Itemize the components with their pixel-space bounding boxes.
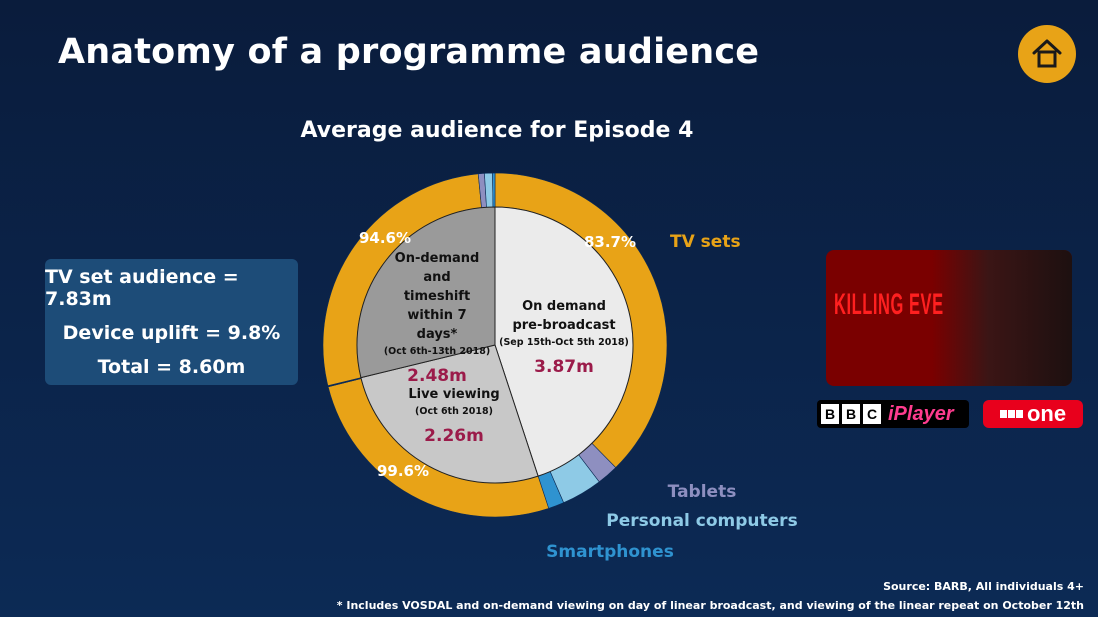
legend-tv-sets: TV sets	[670, 232, 741, 252]
home-button[interactable]	[1018, 25, 1076, 83]
legend-tablets: Tablets	[668, 482, 737, 502]
inner-value-1: 2.26m	[424, 426, 484, 446]
tv-percentage-label-2: 94.6%	[359, 229, 411, 247]
promo-artwork	[932, 250, 1072, 386]
bbc-iplayer-logo: B B C iPlayer	[817, 400, 969, 428]
inner-label-2: timeshift	[404, 289, 470, 304]
inner-dates-1: (Oct 6th 2018)	[415, 406, 493, 417]
legend-personal-computers: Personal computers	[606, 511, 797, 531]
inner-label-2: within 7	[407, 308, 466, 323]
home-icon	[1032, 39, 1062, 68]
page-title: Anatomy of a programme audience	[58, 32, 760, 72]
show-title: KILLING EVE	[834, 288, 944, 321]
total-audience: Total = 8.60m	[97, 356, 246, 378]
inner-slice-0	[494, 206, 634, 477]
tv-percentage-label-0: 83.7%	[584, 233, 636, 251]
chart-title: Average audience for Episode 4	[300, 118, 694, 143]
source-note: Source: BARB, All individuals 4+	[883, 580, 1084, 593]
inner-slice-2	[356, 206, 496, 379]
device-uplift: Device uplift = 9.8%	[62, 322, 281, 344]
audience-summary: TV set audience = 7.83m Device uplift = …	[45, 259, 298, 385]
show-promo-image: KILLING EVE	[826, 250, 1072, 386]
footnote: * Includes VOSDAL and on-demand viewing …	[336, 599, 1084, 612]
legend-smartphones: Smartphones	[546, 542, 674, 562]
outer-ring-smartphones-2	[492, 172, 496, 208]
inner-dates-2: (Oct 6th-13th 2018)	[384, 346, 490, 357]
inner-label-0: On demand	[522, 299, 606, 314]
inner-label-0: pre-broadcast	[512, 318, 615, 333]
channel-logos: B B C iPlayer one	[817, 400, 1083, 428]
tv-set-audience: TV set audience = 7.83m	[45, 266, 239, 310]
inner-label-2: and	[423, 270, 450, 285]
inner-slice-1	[360, 344, 539, 484]
inner-value-0: 3.87m	[534, 357, 594, 377]
inner-value-2: 2.48m	[407, 366, 467, 386]
inner-label-2: days*	[417, 327, 458, 342]
inner-label-1: Live viewing	[408, 387, 499, 402]
bbc-one-logo: one	[983, 400, 1083, 428]
inner-label-2: On-demand	[395, 251, 480, 266]
inner-dates-0: (Sep 15th-Oct 5th 2018)	[499, 337, 629, 348]
tv-percentage-label-1: 99.6%	[377, 462, 429, 480]
